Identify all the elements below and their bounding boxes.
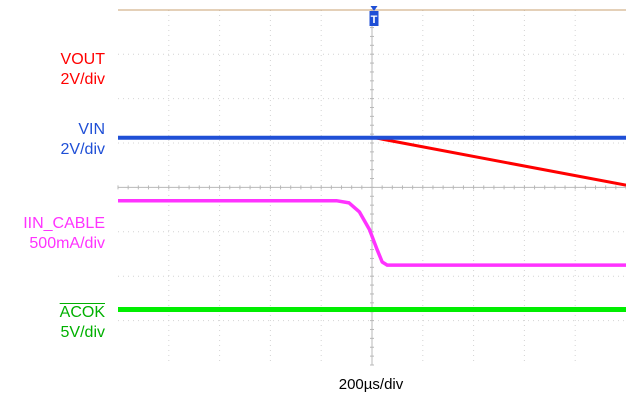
iin-cable-name: IIN_CABLE	[23, 215, 105, 232]
vout-label: VOUT 2V/div	[61, 50, 105, 90]
iin-cable-scale: 500mA/div	[29, 235, 105, 252]
vin-scale: 2V/div	[60, 141, 105, 158]
traces	[118, 135, 626, 312]
vin-name: VIN	[78, 121, 105, 138]
grid	[117, 9, 626, 366]
iin-cable-label: IIN_CABLE 500mA/div	[23, 214, 105, 254]
trigger-label: T	[371, 14, 378, 26]
acok-label: ACOK 5V/div	[60, 303, 105, 343]
trace-iin-cable	[118, 198, 626, 267]
vin-label: VIN 2V/div	[61, 120, 105, 160]
x-axis-label: 200µs/div	[338, 376, 404, 393]
acok-name: ACOK	[59, 304, 105, 321]
trigger-arrow-icon	[370, 6, 378, 11]
trigger-marker: T	[369, 6, 379, 26]
vout-name: VOUT	[60, 51, 105, 68]
trigger-box	[369, 11, 379, 26]
acok-scale: 5V/div	[60, 324, 105, 341]
vout-scale: 2V/div	[60, 71, 105, 88]
